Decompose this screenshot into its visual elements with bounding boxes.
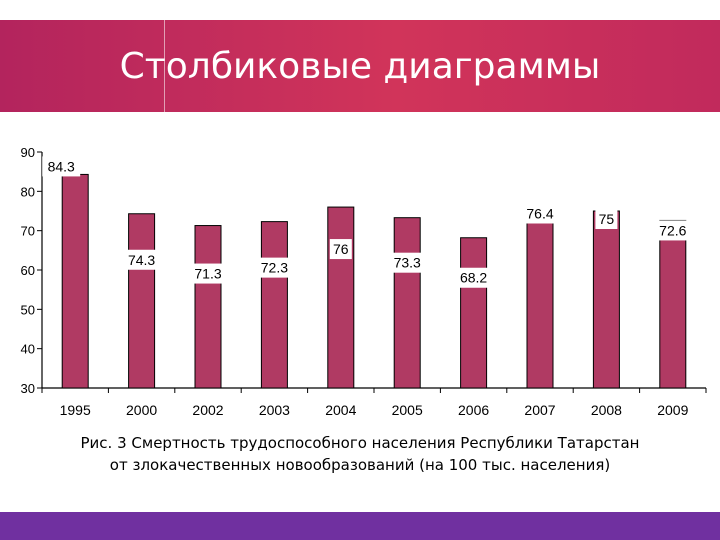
- bar-2003: [260, 221, 288, 389]
- data-label: 75: [599, 211, 615, 227]
- data-label-box: [42, 156, 81, 177]
- data-label: 71.3: [194, 266, 221, 282]
- data-label: 76.4: [526, 205, 553, 221]
- data-label-box: [454, 267, 493, 288]
- bar-2006: [460, 237, 488, 389]
- data-label-box: [189, 263, 227, 284]
- data-label-box: [388, 252, 427, 273]
- title-divider: [164, 20, 165, 112]
- data-label-box: [329, 239, 352, 260]
- x-tick-label: 2003: [259, 402, 290, 418]
- y-tick-label: 50: [21, 302, 35, 317]
- bar-1995: [61, 173, 89, 389]
- x-tick-label: 2002: [192, 402, 223, 418]
- data-label: 72.6: [659, 222, 686, 238]
- x-tick-label: 2005: [392, 402, 423, 418]
- y-tick-label: 90: [21, 145, 35, 160]
- title-banner: [0, 20, 720, 112]
- data-label-box: [255, 257, 294, 278]
- data-label: 73.3: [394, 255, 421, 271]
- bar-2009: [659, 219, 687, 389]
- slide-title: Столбиковые диаграммы: [119, 46, 601, 87]
- caption-line-2: от злокачественных новообразований (на 1…: [109, 456, 611, 474]
- x-tick-label: 2000: [126, 402, 157, 418]
- y-tick-label: 40: [21, 342, 35, 357]
- x-tick-label: 1995: [60, 402, 91, 418]
- data-label-box: [122, 249, 161, 270]
- data-label: 74.3: [128, 252, 155, 268]
- data-label-box: [653, 220, 692, 241]
- bar-2007: [526, 204, 554, 389]
- bar-2004: [327, 206, 355, 389]
- data-label-box: [521, 203, 559, 224]
- x-tick-label: 2004: [325, 402, 356, 418]
- x-tick-label: 2006: [458, 402, 489, 418]
- caption-line-1: Рис. 3 Смертность трудоспособного населе…: [80, 434, 640, 452]
- y-tick-label: 30: [21, 381, 35, 396]
- bar-2008: [592, 210, 620, 389]
- data-label: 84.3: [48, 158, 75, 174]
- y-tick-label: 80: [21, 184, 35, 199]
- bar-2000: [128, 213, 156, 389]
- x-tick-label: 2007: [524, 402, 555, 418]
- bar-2002: [194, 225, 222, 389]
- bar-2005: [393, 217, 421, 389]
- figure-caption: Рис. 3 Смертность трудоспособного населе…: [40, 432, 680, 476]
- data-label: 76: [333, 241, 349, 257]
- data-label-box: [595, 209, 618, 229]
- data-label: 72.3: [261, 260, 288, 276]
- x-tick-label: 2009: [657, 402, 688, 418]
- bar-chart: 30 40 50 60 70 80 90 1995 84.3 2000 74.3 2002 71.3 20…: [21, 145, 707, 418]
- data-label: 68.2: [460, 270, 487, 286]
- footer-bar: [0, 512, 720, 540]
- y-tick-label: 60: [21, 263, 35, 278]
- y-tick-label: 70: [21, 224, 35, 239]
- x-tick-label: 2008: [591, 402, 622, 418]
